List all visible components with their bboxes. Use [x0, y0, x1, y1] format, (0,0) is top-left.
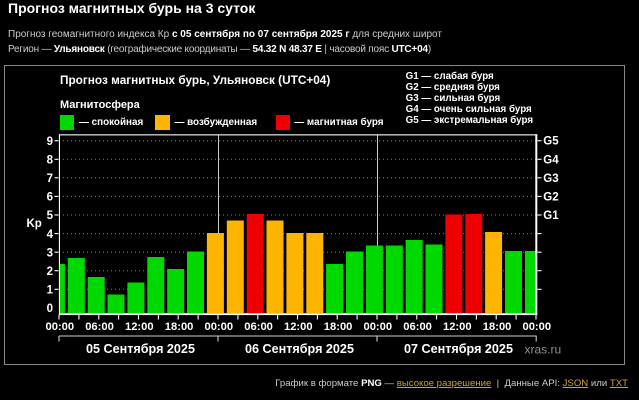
svg-text:18:00: 18:00: [165, 321, 194, 333]
svg-text:xras.ru: xras.ru: [525, 343, 562, 357]
svg-text:18:00: 18:00: [324, 321, 353, 333]
svg-text:7: 7: [47, 173, 53, 185]
svg-text:G1: G1: [543, 210, 559, 222]
svg-text:G5: G5: [543, 136, 559, 148]
svg-text:0: 0: [47, 303, 53, 315]
svg-text:1: 1: [47, 285, 54, 297]
svg-text:5: 5: [47, 210, 54, 222]
svg-text:4: 4: [47, 229, 54, 241]
svg-text:00:00: 00:00: [522, 321, 551, 333]
svg-text:18:00: 18:00: [483, 321, 512, 333]
svg-text:8: 8: [47, 155, 54, 167]
svg-text:12:00: 12:00: [125, 321, 154, 333]
svg-text:G4: G4: [543, 154, 559, 166]
svg-text:G3: G3: [543, 173, 558, 185]
svg-text:Kp: Kp: [27, 218, 42, 230]
svg-text:06 Сентября 2025: 06 Сентября 2025: [245, 342, 354, 356]
svg-text:3: 3: [47, 247, 53, 259]
svg-text:00:00: 00:00: [363, 321, 392, 333]
svg-text:G2: G2: [543, 191, 558, 203]
svg-text:06:00: 06:00: [244, 321, 273, 333]
svg-text:06:00: 06:00: [403, 321, 432, 333]
svg-text:12:00: 12:00: [284, 321, 313, 333]
svg-text:05 Сентября 2025: 05 Сентября 2025: [86, 342, 195, 356]
svg-text:2: 2: [47, 266, 53, 278]
svg-text:00:00: 00:00: [204, 321, 233, 333]
svg-text:9: 9: [47, 136, 53, 148]
svg-text:12:00: 12:00: [443, 321, 472, 333]
svg-text:06:00: 06:00: [85, 321, 114, 333]
svg-text:00:00: 00:00: [45, 321, 74, 333]
svg-text:07 Сентября 2025: 07 Сентября 2025: [404, 342, 513, 356]
svg-text:6: 6: [47, 192, 53, 204]
